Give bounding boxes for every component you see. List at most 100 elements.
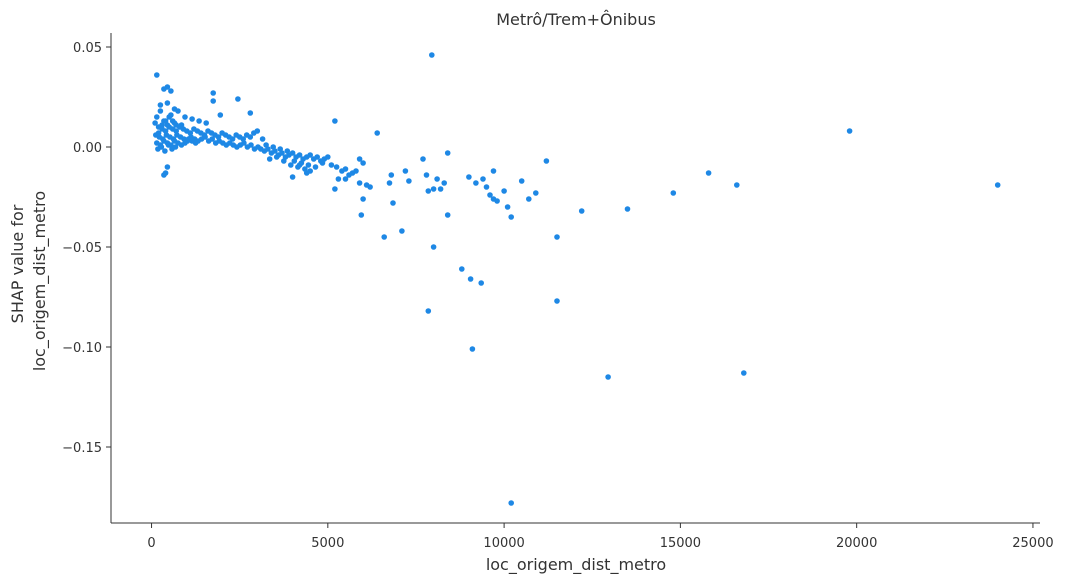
data-point [281,158,287,164]
data-point [429,52,435,58]
x-axis-ticks: 0 5000 10000 15000 20000 25000 [147,523,1054,551]
data-point [229,136,236,142]
data-point [202,134,208,140]
data-point [332,186,338,192]
data-points [152,52,1001,506]
data-point [494,198,500,204]
data-point [162,118,169,124]
data-point [289,150,296,156]
data-point [846,128,853,134]
data-point [168,88,174,94]
data-point [209,136,215,142]
data-point [154,114,160,120]
data-point [478,280,485,286]
data-point [196,118,202,124]
y-tick-label: 0.05 [73,41,102,56]
data-point [483,184,490,190]
data-point [504,204,511,210]
axes [110,33,1040,524]
data-point [444,212,451,218]
data-point [501,188,507,194]
data-point [328,162,335,168]
data-point [420,156,426,162]
data-point [441,180,448,186]
data-point [356,156,363,162]
x-tick-label: 20000 [836,536,877,551]
data-point [314,154,321,160]
data-point [173,122,179,128]
data-point [164,84,171,90]
x-tick-label: 5000 [311,536,344,551]
data-point [161,172,167,178]
data-point [473,180,479,186]
y-tick-label: 0.00 [73,141,102,156]
data-point [182,114,188,120]
data-point [360,196,366,202]
data-point [241,140,247,146]
data-point [444,150,451,156]
data-point [273,154,280,160]
data-point [154,72,160,78]
data-point [342,166,349,172]
data-point [333,164,340,170]
data-point [155,130,162,136]
x-axis-title: loc_origem_dist_metro [486,555,666,575]
data-point [291,158,298,164]
data-point [296,152,303,158]
data-point [266,156,273,162]
x-tick-label: 0 [147,536,155,551]
x-tick-label: 10000 [483,536,524,551]
data-point [254,128,261,134]
data-point [169,118,176,124]
data-point [259,136,266,142]
data-point [994,182,1001,188]
data-point [203,120,209,126]
data-point [284,148,291,154]
data-point [386,180,393,186]
data-point [434,176,440,182]
data-point [437,186,444,192]
data-point [670,190,677,196]
y-tick-label: −0.15 [62,441,102,456]
data-point [307,152,314,158]
x-tick-label: 15000 [660,536,701,551]
data-point [164,100,171,106]
data-point [356,180,363,186]
data-point [247,134,254,140]
data-point [235,96,241,102]
data-point [381,234,388,240]
data-point [425,308,432,314]
y-tick-label: −0.05 [62,241,102,256]
data-point [543,158,550,164]
data-point [305,162,312,168]
data-point [303,170,310,176]
data-point [508,214,514,220]
data-point [425,188,432,194]
data-point [526,196,532,202]
data-point [554,234,560,240]
data-point [705,170,712,176]
y-axis-ticks: 0.05 0.00 −0.05 −0.10 −0.15 [62,41,111,456]
x-tick-label: 25000 [1012,536,1053,551]
data-point [490,168,497,174]
data-point [430,186,437,192]
data-point [172,144,179,150]
data-point [388,172,395,178]
data-point [312,164,319,170]
data-point [487,192,493,198]
data-point [605,374,611,380]
data-point [402,168,409,174]
data-point [518,178,525,184]
data-point [360,160,366,166]
data-point [164,164,171,170]
data-point [406,178,412,184]
data-point [342,176,349,182]
data-point [367,184,373,190]
data-point [175,108,181,114]
data-point [390,200,396,206]
data-point [332,118,338,124]
data-point [325,154,331,160]
data-point [353,168,359,174]
data-point [157,108,164,114]
